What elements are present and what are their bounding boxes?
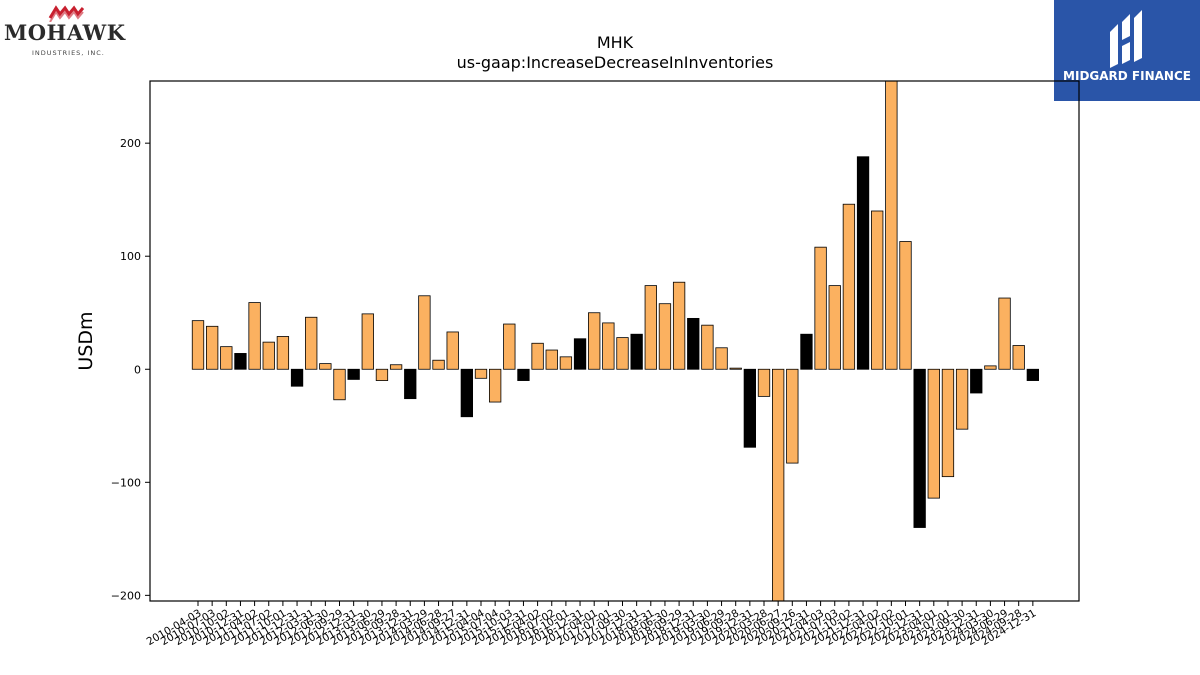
bar: [319, 363, 332, 370]
bar: [828, 285, 841, 370]
bar: [262, 341, 275, 370]
bar: [715, 347, 728, 370]
bar: [276, 336, 290, 370]
bar: [517, 368, 530, 381]
bar: [970, 368, 983, 394]
bar: [701, 324, 714, 370]
bar: [871, 210, 884, 370]
bar: [248, 302, 261, 370]
bar: [941, 368, 955, 478]
bar: [305, 316, 318, 370]
bar: [687, 317, 700, 370]
bar: [814, 246, 827, 370]
bar: [913, 368, 926, 528]
y-tick-label: 200: [120, 137, 141, 150]
bar: [333, 368, 346, 401]
bar: [290, 368, 304, 387]
bar: [375, 368, 389, 381]
bar: [432, 359, 445, 370]
bar: [644, 285, 657, 370]
chart-title: MHK: [597, 33, 634, 52]
plot-area: 2010-04-032010-07-032010-10-022010-12-31…: [111, 81, 1039, 648]
bar: [984, 365, 997, 370]
bar: [503, 323, 516, 370]
bar: [757, 368, 771, 397]
bar: [361, 313, 374, 370]
bar: [899, 241, 912, 370]
bar: [205, 325, 219, 370]
midgard-emblem-icon: [1110, 10, 1142, 68]
bar: [842, 203, 856, 370]
bar: [545, 349, 558, 370]
bar: [220, 346, 233, 370]
bar: [559, 356, 573, 370]
bar: [658, 303, 672, 370]
bar: [729, 367, 742, 370]
bar: [1012, 345, 1025, 370]
bar: [474, 368, 488, 379]
y-tick-label: −200: [111, 589, 141, 602]
mohawk-logo: MOHAWK INDUSTRIES, INC.: [0, 0, 135, 60]
bar: [856, 156, 870, 370]
bar: [786, 368, 799, 464]
y-tick-label: 0: [134, 363, 141, 376]
midgard-finance-logo: MIDGARD FINANCE: [1054, 0, 1200, 101]
y-tick-label: 100: [120, 250, 141, 263]
bar: [672, 281, 686, 370]
bar: [602, 322, 615, 370]
bar: [743, 368, 756, 448]
bar: [234, 353, 247, 370]
bar: [573, 338, 587, 370]
mohawk-wordmark: MOHAWK: [4, 20, 126, 45]
y-axis-label: USDm: [75, 311, 97, 370]
bar: [347, 368, 360, 380]
chart-subtitle: us-gaap:IncreaseDecreaseInInventories: [457, 53, 774, 72]
bar: [630, 333, 643, 370]
bar: [998, 297, 1011, 370]
bar: [955, 368, 969, 430]
bar: [772, 368, 785, 601]
bar: [800, 333, 813, 370]
bar: [616, 337, 629, 370]
bar: [389, 364, 403, 370]
bar: [927, 368, 940, 499]
bar: [588, 312, 601, 370]
plot-frame: [149, 80, 1080, 602]
bar: [885, 81, 898, 370]
bar: [1026, 368, 1039, 381]
bar: [460, 368, 474, 418]
midgard-brand-text: MIDGARD FINANCE: [1063, 69, 1191, 83]
bar: [404, 368, 417, 400]
bar: [191, 320, 205, 370]
y-tick-label: −100: [111, 476, 141, 489]
bar: [418, 295, 431, 370]
mohawk-chevron-mark: [48, 5, 85, 22]
mohawk-subtitle: INDUSTRIES, INC.: [32, 49, 105, 57]
bar: [531, 342, 544, 370]
bar: [488, 368, 502, 403]
bar: [446, 331, 459, 370]
